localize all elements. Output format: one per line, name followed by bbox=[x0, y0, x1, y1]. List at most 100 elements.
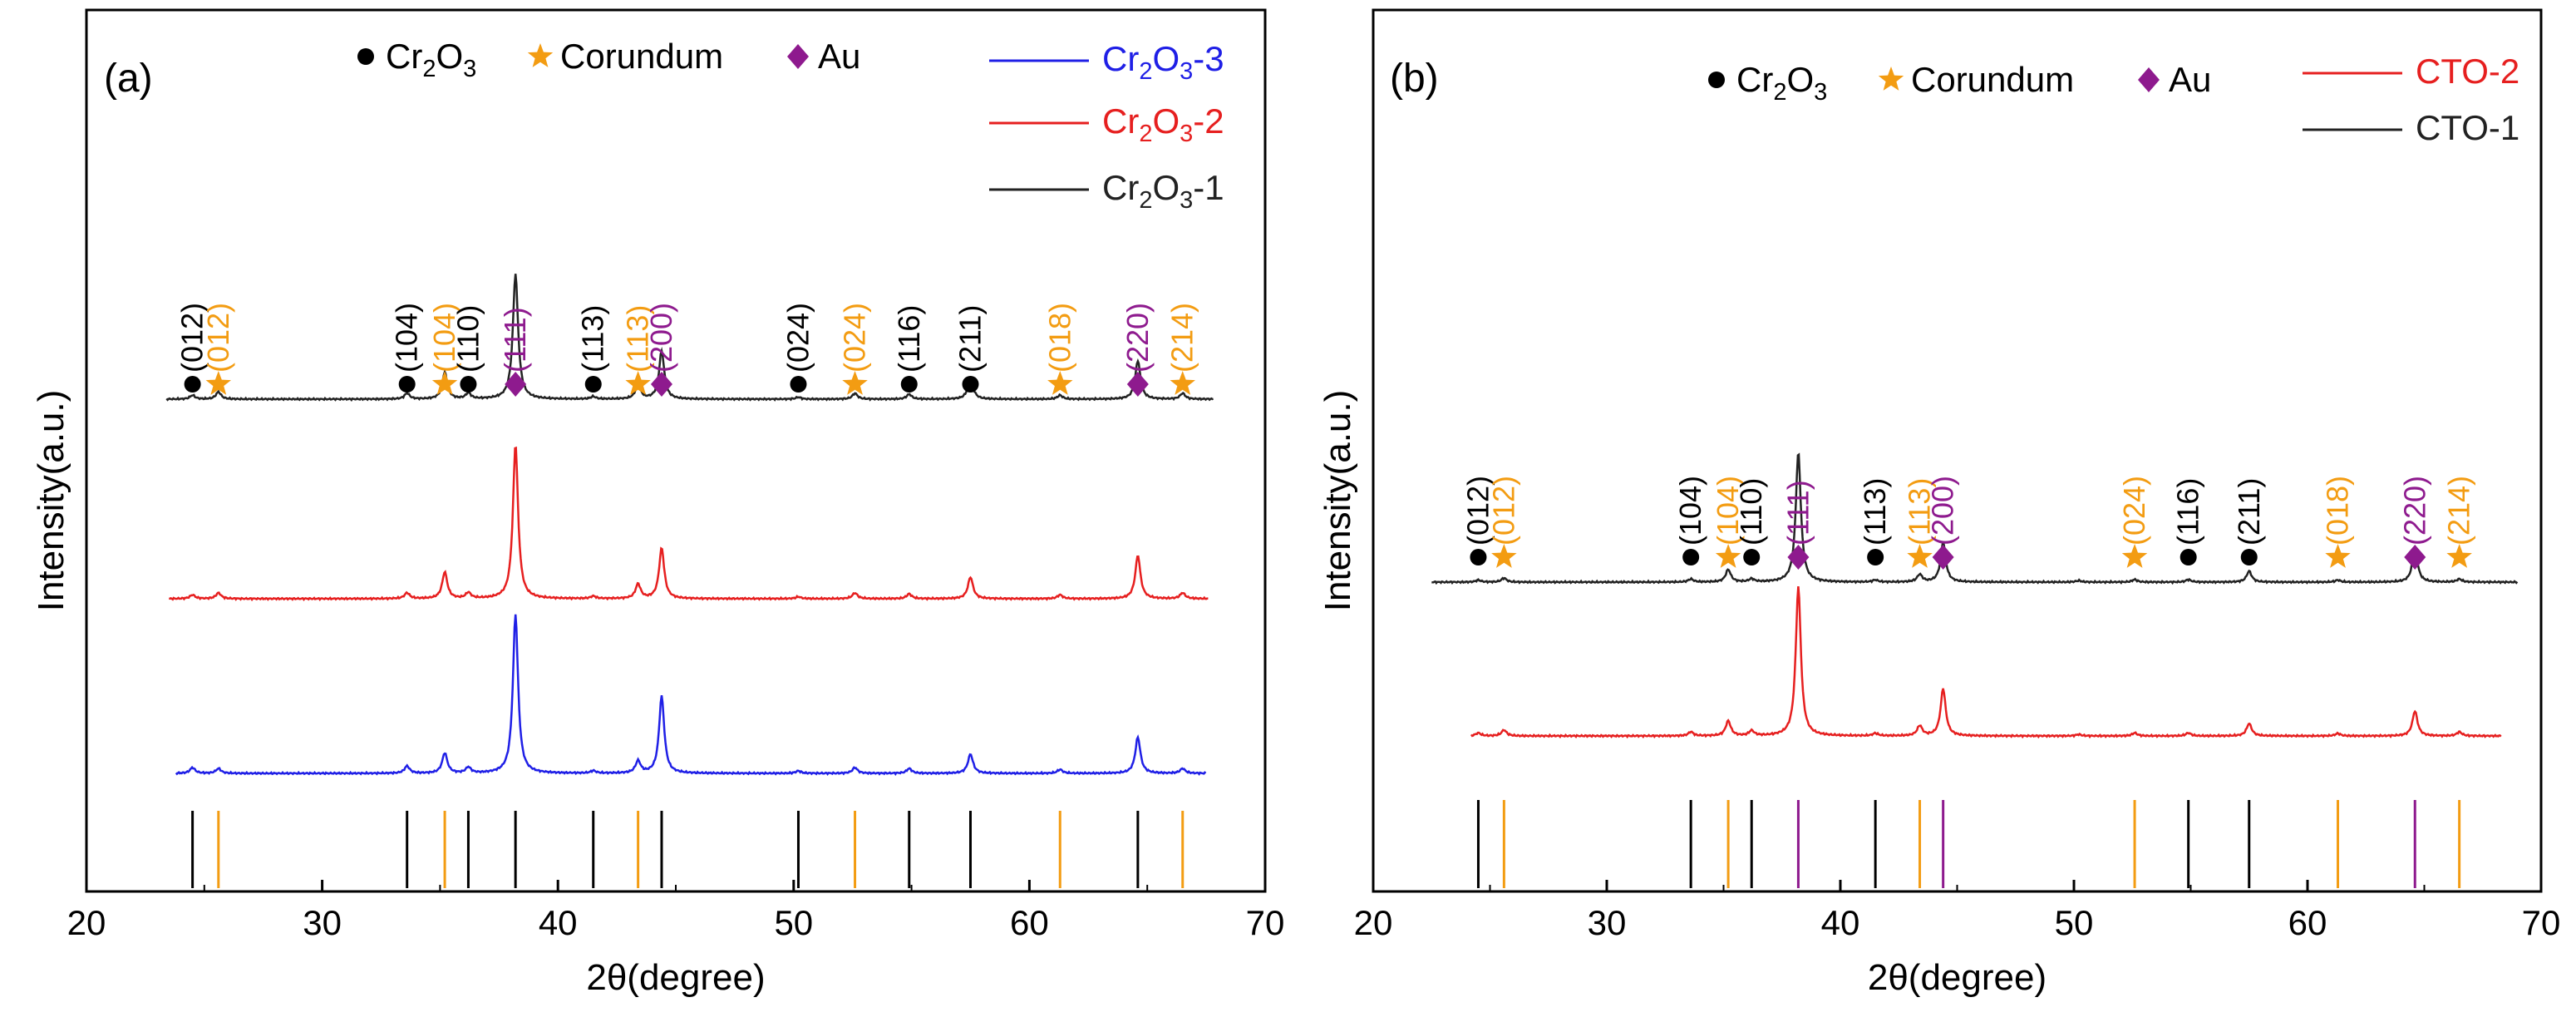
panel-label: (b) bbox=[1390, 57, 1439, 101]
legend-label-cr2o3: Cr2O3 bbox=[1736, 60, 1827, 106]
peak-marker-au bbox=[1787, 545, 1810, 570]
peak-hkl-label: (200) bbox=[644, 303, 678, 373]
peak-hkl-label: (104) bbox=[427, 303, 461, 373]
peak-marker-cr2o3 bbox=[1867, 549, 1884, 565]
panel-label: (a) bbox=[104, 57, 153, 101]
x-tick-label: 50 bbox=[774, 903, 813, 942]
peak-hkl-label: (116) bbox=[892, 305, 926, 373]
series-legend-label: Cr2O3-3 bbox=[1102, 39, 1224, 85]
x-axis-title: 2θ(degree) bbox=[1868, 957, 2047, 998]
peak-hkl-label: (200) bbox=[1926, 476, 1960, 546]
legend-label-corundum: Corundum bbox=[560, 37, 723, 76]
peak-hkl-label: (104) bbox=[1711, 476, 1745, 546]
peak-marker-corundum bbox=[205, 371, 231, 395]
peak-hkl-label: (111) bbox=[498, 307, 532, 373]
peak-marker-cr2o3 bbox=[1470, 549, 1487, 565]
peak-marker-cr2o3 bbox=[790, 376, 807, 393]
peak-marker-cr2o3 bbox=[460, 376, 477, 393]
peak-hkl-label: (018) bbox=[2321, 476, 2355, 546]
peak-marker-corundum bbox=[1715, 544, 1741, 568]
y-axis-title: Intensity(a.u.) bbox=[31, 390, 71, 612]
peak-marker-corundum bbox=[1907, 544, 1933, 568]
x-axis-title: 2θ(degree) bbox=[586, 957, 765, 998]
peak-hkl-label: (211) bbox=[2232, 478, 2266, 546]
peak-marker-au bbox=[650, 372, 672, 397]
peak-hkl-label: (113) bbox=[1858, 478, 1892, 546]
peak-hkl-label: (110) bbox=[1734, 478, 1768, 546]
peak-hkl-label: (113) bbox=[621, 305, 655, 373]
peak-marker-cr2o3 bbox=[1743, 549, 1761, 565]
panel-b: (b) 20 30 40 50 60 70 2θ(degree) Intensity(a.u.)… bbox=[1318, 8, 2560, 998]
series-legend-label: CTO-2 bbox=[2416, 52, 2519, 91]
peak-marker-corundum bbox=[2446, 544, 2472, 568]
x-tick-label: 50 bbox=[2055, 903, 2094, 942]
peak-hkl-label: (012) bbox=[201, 303, 235, 373]
x-tick-label: 30 bbox=[303, 903, 342, 942]
x-tick-label: 30 bbox=[1588, 903, 1627, 942]
peak-hkl-label: (220) bbox=[2397, 476, 2431, 546]
peak-hkl-label: (024) bbox=[838, 303, 872, 373]
peak-hkl-label: (104) bbox=[390, 303, 424, 373]
peak-marker-corundum bbox=[2121, 544, 2148, 568]
peak-marker-au bbox=[2404, 545, 2426, 570]
legend-symbol-au bbox=[2138, 67, 2160, 92]
peak-marker-cr2o3 bbox=[962, 376, 979, 393]
peak-hkl-label: (104) bbox=[1673, 476, 1707, 546]
legend-symbol-cr2o3 bbox=[357, 48, 374, 65]
plot-frame bbox=[1372, 8, 2543, 893]
series-line-cr2o3-2 bbox=[169, 446, 1209, 602]
series-legend-label: Cr2O3-1 bbox=[1102, 168, 1224, 214]
peak-marker-corundum bbox=[1170, 371, 1195, 395]
peak-hkl-label: (214) bbox=[2442, 476, 2476, 546]
peak-marker-cr2o3 bbox=[2240, 549, 2258, 565]
series-line-cr2o3-3 bbox=[175, 614, 1207, 777]
peak-marker-cr2o3 bbox=[184, 376, 201, 393]
peak-marker-corundum bbox=[1491, 544, 1517, 568]
peak-hkl-label: (024) bbox=[781, 303, 815, 373]
peak-marker-corundum bbox=[842, 371, 868, 395]
peak-marker-corundum bbox=[1047, 371, 1073, 395]
peak-marker-cr2o3 bbox=[584, 376, 602, 393]
legend-symbol-au bbox=[787, 44, 809, 69]
peak-marker-corundum bbox=[431, 371, 458, 395]
peak-marker-au bbox=[1932, 545, 1954, 570]
series-line-cr2o3-1 bbox=[165, 274, 1214, 402]
x-tick-label: 20 bbox=[1354, 903, 1393, 942]
peak-marker-cr2o3 bbox=[900, 376, 918, 393]
y-axis-title: Intensity(a.u.) bbox=[1318, 390, 1358, 612]
peak-hkl-label: (012) bbox=[1460, 476, 1495, 546]
peak-marker-cr2o3 bbox=[2180, 549, 2197, 565]
x-tick-label: 20 bbox=[67, 903, 106, 942]
x-tick-label: 40 bbox=[539, 903, 578, 942]
series-legend-label: CTO-1 bbox=[2416, 108, 2519, 147]
x-tick-label: 40 bbox=[1821, 903, 1860, 942]
peak-hkl-label: (113) bbox=[1903, 478, 1937, 546]
legend-label-au: Au bbox=[2169, 60, 2211, 99]
peak-marker-au bbox=[505, 372, 527, 397]
legend-label-au: Au bbox=[818, 37, 860, 76]
peak-marker-cr2o3 bbox=[1682, 549, 1700, 565]
legend-symbol-corundum bbox=[527, 43, 554, 67]
peak-hkl-label: (214) bbox=[1165, 303, 1199, 373]
peak-marker-cr2o3 bbox=[398, 376, 416, 393]
legend-symbol-corundum bbox=[1878, 67, 1904, 91]
peak-hkl-label: (024) bbox=[2117, 476, 2151, 546]
peak-hkl-label: (110) bbox=[451, 305, 485, 373]
x-tick-label: 60 bbox=[1010, 903, 1049, 942]
peak-marker-corundum bbox=[2325, 544, 2351, 568]
legend-symbol-cr2o3 bbox=[1708, 72, 1725, 88]
peak-hkl-label: (220) bbox=[1121, 303, 1155, 373]
plot-frame bbox=[85, 8, 1267, 893]
series-line-cto-2 bbox=[1470, 586, 2502, 739]
peak-hkl-label: (116) bbox=[2171, 478, 2205, 546]
peak-hkl-label: (211) bbox=[953, 305, 988, 373]
peak-hkl-label: (012) bbox=[1486, 476, 1520, 546]
peak-hkl-label: (018) bbox=[1042, 303, 1076, 373]
series-line-cto-1 bbox=[1431, 452, 2519, 585]
peak-hkl-label: (113) bbox=[576, 305, 610, 373]
peak-marker-corundum bbox=[625, 371, 651, 395]
x-tick-label: 60 bbox=[2288, 903, 2327, 942]
panel-a: (a) 20 30 40 50 60 70 2θ(degree) Intensity(a.u.)… bbox=[31, 8, 1284, 998]
